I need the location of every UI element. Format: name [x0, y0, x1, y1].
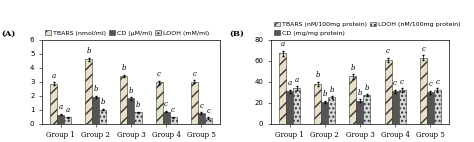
Bar	[286, 91, 293, 124]
Legend: TBARS (nM/100mg protein), CD (mg/mg protein), LOOH (nM/100mg protein): TBARS (nM/100mg protein), CD (mg/mg prot…	[274, 22, 460, 36]
Text: c: c	[428, 80, 432, 88]
Text: c: c	[435, 78, 439, 86]
Text: b: b	[122, 64, 126, 72]
Text: a: a	[295, 76, 299, 84]
Bar	[50, 84, 57, 124]
Bar	[205, 118, 212, 124]
Text: b: b	[329, 86, 334, 94]
Text: a: a	[281, 40, 285, 48]
Bar	[364, 95, 371, 124]
Bar	[92, 97, 100, 124]
Text: c: c	[421, 45, 425, 53]
Bar	[57, 114, 64, 124]
Text: b: b	[100, 98, 105, 106]
Bar	[128, 98, 135, 124]
Text: c: c	[157, 70, 161, 79]
Text: b: b	[129, 87, 133, 95]
Text: b: b	[365, 84, 369, 92]
Bar	[155, 82, 163, 124]
Bar	[328, 97, 335, 124]
Text: b: b	[136, 101, 140, 109]
Bar	[64, 117, 71, 124]
Text: c: c	[199, 102, 203, 110]
Text: b: b	[358, 89, 362, 97]
Bar	[419, 58, 427, 124]
Bar	[198, 113, 205, 124]
Text: a: a	[66, 106, 70, 114]
Text: c: c	[192, 70, 196, 78]
Bar	[321, 102, 328, 124]
Bar	[392, 91, 399, 124]
Bar	[163, 112, 170, 124]
Text: b: b	[316, 71, 320, 79]
Text: c: c	[393, 79, 397, 87]
Bar	[279, 53, 286, 124]
Bar	[100, 110, 106, 124]
Bar	[384, 60, 392, 124]
Bar	[85, 59, 92, 124]
Text: a: a	[288, 79, 292, 87]
Bar	[399, 90, 406, 124]
Text: c: c	[171, 106, 175, 114]
Bar	[356, 101, 364, 124]
Legend: TBARS (nmol/ml), CD (μM/ml), LOOH (mM/ml): TBARS (nmol/ml), CD (μM/ml), LOOH (mM/ml…	[45, 30, 209, 36]
Bar	[170, 117, 177, 124]
Text: (B): (B)	[229, 30, 245, 38]
Text: b: b	[322, 90, 327, 98]
Text: a: a	[59, 103, 63, 111]
Bar	[191, 82, 198, 124]
Bar	[434, 90, 441, 124]
Text: c: c	[206, 107, 210, 115]
Bar	[135, 112, 142, 124]
Text: (A): (A)	[1, 30, 16, 38]
Text: c: c	[400, 78, 404, 86]
Bar	[120, 76, 128, 124]
Text: c: c	[164, 101, 168, 108]
Text: b: b	[351, 64, 355, 72]
Bar	[314, 84, 321, 124]
Bar	[427, 92, 434, 124]
Text: c: c	[386, 47, 390, 55]
Bar	[293, 88, 300, 124]
Bar	[349, 76, 356, 124]
Text: b: b	[87, 47, 91, 55]
Text: b: b	[93, 85, 98, 93]
Text: a: a	[52, 72, 56, 80]
